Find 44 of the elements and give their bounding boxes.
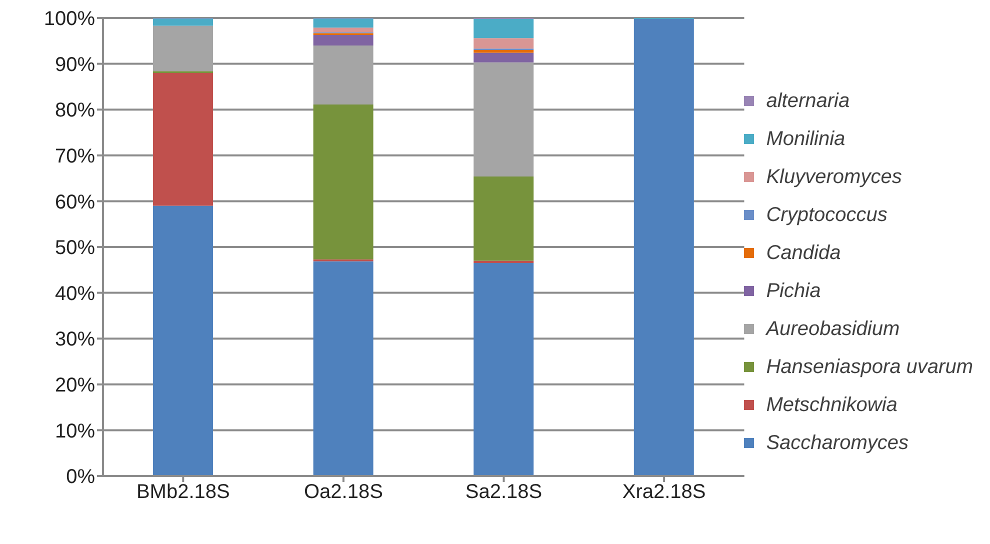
bar	[313, 104, 374, 260]
bar	[313, 34, 374, 46]
bar	[313, 28, 374, 32]
y-tick-label: 0%	[66, 466, 96, 488]
y-tick-label: 100%	[44, 8, 96, 30]
legend-label: Monilinia	[766, 128, 846, 150]
bar	[474, 50, 534, 53]
y-tick-label: 90%	[54, 54, 96, 76]
legend-label: Metschnikowia	[766, 394, 898, 416]
bar	[474, 52, 534, 62]
x-tick-label: Sa2.18S	[465, 481, 542, 504]
legend-label: Aureobasidium	[766, 318, 900, 340]
bar	[634, 18, 694, 476]
y-tick-label: 10%	[54, 420, 96, 442]
bar	[474, 263, 534, 476]
bar	[474, 176, 534, 261]
bar	[474, 62, 534, 176]
y-tick-label: 70%	[54, 146, 96, 168]
y-tick-label: 60%	[54, 191, 96, 214]
legend-label: Hanseniaspora uvarum	[766, 356, 973, 378]
bar	[313, 18, 374, 28]
legend-label: alternaria	[766, 90, 850, 112]
bar	[153, 26, 213, 72]
y-tick-label: 50%	[54, 237, 96, 260]
y-tick-label: 80%	[54, 100, 96, 122]
y-tick-label: 30%	[54, 328, 96, 351]
bar	[474, 18, 534, 38]
legend-label: Pichia	[766, 280, 821, 302]
bar	[313, 261, 374, 476]
legend-label: Cryptococcus	[766, 204, 888, 226]
bar	[474, 38, 534, 49]
y-tick-label: 20%	[54, 374, 96, 396]
bar	[313, 45, 374, 105]
legend-label: Candida	[766, 242, 841, 264]
legend-label: Saccharomyces	[766, 432, 908, 454]
bar	[153, 72, 213, 206]
x-tick-label: Oa2.18S	[304, 481, 383, 504]
bar	[474, 260, 534, 264]
y-tick-label: 40%	[54, 282, 96, 305]
x-tick-label: Xra2.18S	[622, 481, 706, 504]
bar	[153, 18, 213, 26]
legend-label: Kluyveromyces	[766, 166, 902, 188]
bar	[153, 206, 213, 476]
x-tick-label: BMb2.18S	[136, 481, 230, 504]
